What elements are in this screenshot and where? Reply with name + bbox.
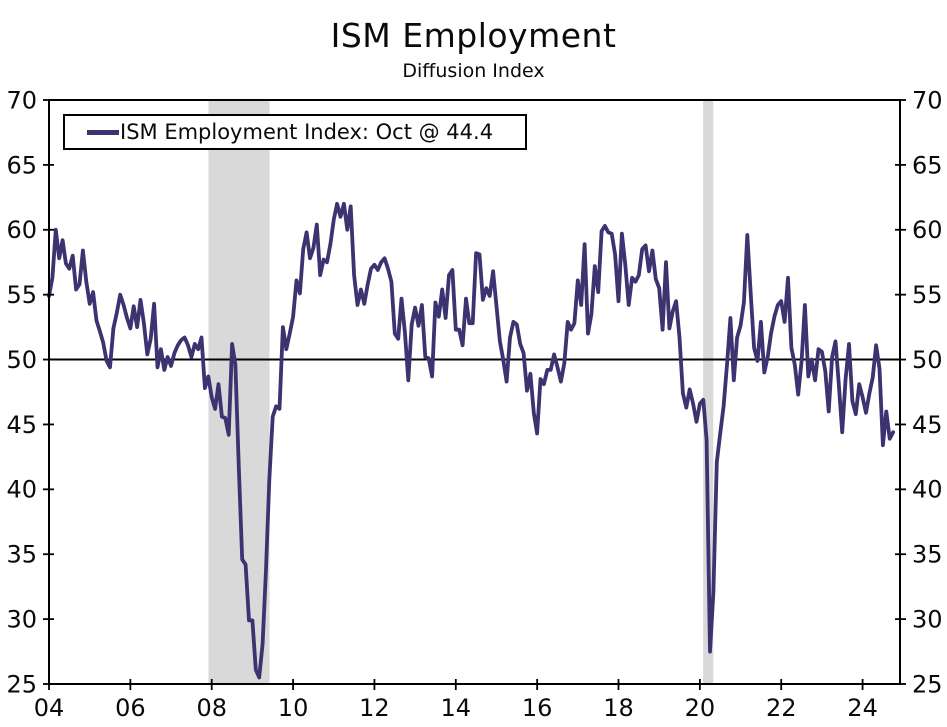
chart-subtitle: Diffusion Index [402, 60, 545, 82]
x-axis-label: 12 [359, 694, 390, 722]
legend-line-swatch [87, 129, 119, 135]
y-axis-label-right: 40 [912, 476, 943, 504]
y-axis-label-right: 50 [912, 346, 943, 374]
x-axis-label: 24 [847, 694, 878, 722]
x-axis-label: 06 [115, 694, 146, 722]
plot-border [48, 99, 901, 685]
y-axis-label-left: 65 [6, 151, 37, 179]
x-axis-label: 14 [441, 694, 472, 722]
x-axis-label: 08 [196, 694, 227, 722]
y-axis-label-right: 25 [912, 670, 943, 698]
y-axis-label-right: 30 [912, 606, 943, 634]
y-axis-label-right: 60 [912, 216, 943, 244]
y-axis-label-left: 60 [6, 216, 37, 244]
x-axis-label: 22 [766, 694, 797, 722]
y-axis-label-right: 65 [912, 151, 943, 179]
legend-label: ISM Employment Index: Oct @ 44.4 [120, 120, 494, 144]
y-axis-label-left: 30 [6, 606, 37, 634]
y-axis-label-left: 55 [6, 281, 37, 309]
x-axis-label: 10 [278, 694, 309, 722]
y-axis-label-left: 50 [6, 346, 37, 374]
x-axis-label: 04 [34, 694, 65, 722]
chart-title: ISM Employment [330, 16, 617, 55]
x-axis-label: 18 [603, 694, 634, 722]
recession-band [703, 100, 714, 684]
legend-box: ISM Employment Index: Oct @ 44.4 [63, 114, 527, 150]
y-axis-label-left: 40 [6, 476, 37, 504]
y-axis-label-left: 25 [6, 670, 37, 698]
y-axis-label-right: 55 [912, 281, 943, 309]
y-axis-label-right: 45 [912, 411, 943, 439]
y-axis-label-left: 35 [6, 541, 37, 569]
y-axis-label-left: 70 [6, 86, 37, 114]
y-axis-label-right: 35 [912, 541, 943, 569]
y-axis-label-left: 45 [6, 411, 37, 439]
x-axis-label: 16 [522, 694, 553, 722]
x-axis-label: 20 [685, 694, 716, 722]
ism-employment-line [47, 201, 895, 680]
y-axis-label-right: 70 [912, 86, 943, 114]
